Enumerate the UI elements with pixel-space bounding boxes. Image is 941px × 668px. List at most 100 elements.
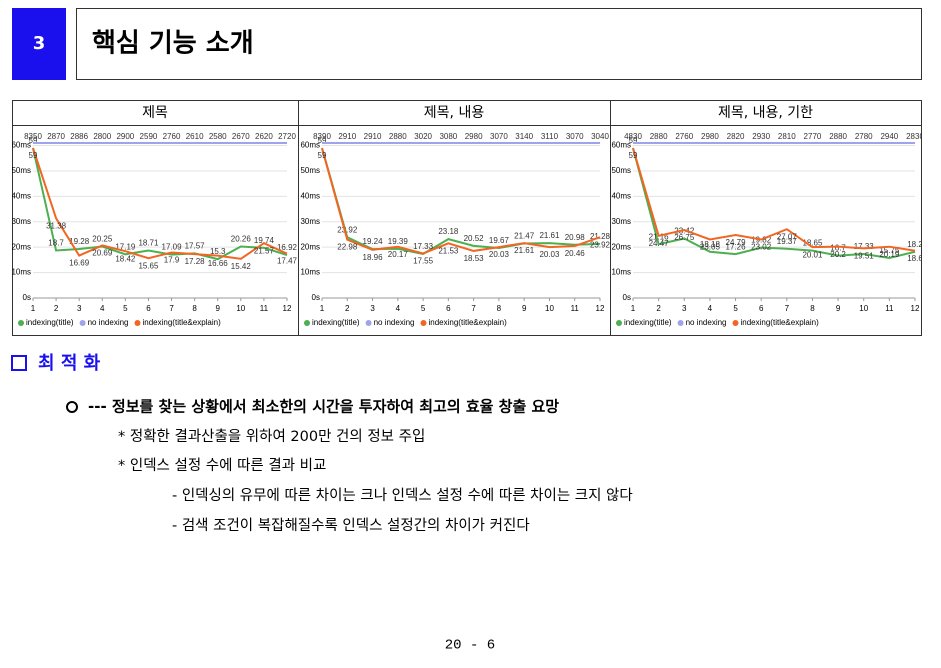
y-tick-label: 30ms: [11, 217, 31, 226]
y-tick-label: 40ms: [300, 191, 320, 200]
data-label: 24.47: [649, 239, 670, 248]
data-label: 20.17: [388, 250, 409, 259]
y-tick-label: 40ms: [11, 191, 31, 200]
data-label: 2760: [675, 132, 693, 141]
data-label: 2820: [727, 132, 745, 141]
x-tick-label: 9: [522, 304, 527, 313]
data-label: 18.7: [48, 239, 64, 248]
data-label: 21.57: [254, 246, 275, 255]
y-tick-label: 20ms: [11, 242, 31, 251]
data-label: 17.9: [164, 256, 180, 265]
data-label: 3110: [541, 132, 559, 141]
data-label: 17.28: [185, 257, 206, 266]
data-label: 18.65: [802, 239, 823, 248]
data-label: 19.37: [777, 237, 798, 246]
x-tick-label: 1: [31, 304, 36, 313]
x-tick-label: 6: [146, 304, 151, 313]
data-label: 17.33: [413, 242, 434, 251]
x-tick-label: 12: [596, 304, 605, 313]
legend-swatch: [18, 320, 24, 326]
legend-swatch: [79, 320, 86, 326]
data-label: 21.53: [438, 246, 459, 255]
data-label: 17.57: [185, 241, 206, 250]
data-label: 20.52: [464, 234, 485, 243]
data-label: 59: [29, 151, 38, 160]
bullet-text: --- 정보를 찾는 상황에서 최소한의 시간을 투자하여 최고의 효율 창출 …: [88, 398, 559, 416]
x-tick-label: 8: [497, 304, 502, 313]
data-label: 20.2: [830, 250, 846, 259]
data-label: 15.75: [879, 246, 900, 255]
data-label: 23.02: [751, 243, 772, 252]
x-tick-label: 4: [708, 304, 713, 313]
legend-swatch: [616, 320, 622, 326]
data-label: 31.38: [46, 221, 67, 230]
x-tick-label: 6: [446, 304, 451, 313]
data-label: 2590: [140, 132, 158, 141]
data-label: 3140: [515, 132, 533, 141]
x-tick-label: 6: [759, 304, 764, 313]
bullet-text: * 인덱스 설정 수에 따른 결과 비교: [118, 457, 326, 474]
chart-title: 제목: [142, 105, 168, 121]
chart-frame: [12, 100, 922, 336]
data-label: 17.55: [413, 257, 434, 266]
legend-swatch: [134, 320, 141, 326]
data-label: 16.66: [208, 259, 229, 268]
data-label: 20.25: [92, 235, 113, 244]
data-label: 15.65: [138, 261, 159, 270]
legend-label: indexing(title): [624, 318, 672, 327]
data-label: 4830: [624, 132, 642, 141]
data-label: 2610: [186, 132, 204, 141]
data-label: 21.47: [514, 232, 535, 241]
data-label: 23.05: [700, 243, 721, 252]
x-tick-label: 2: [345, 304, 350, 313]
y-tick-label: 10ms: [11, 268, 31, 277]
data-label: 26.75: [674, 233, 695, 242]
data-label: 21.61: [514, 246, 535, 255]
x-tick-label: 3: [682, 304, 687, 313]
x-tick-label: 4: [396, 304, 401, 313]
data-label: 22.98: [337, 243, 358, 252]
section-number: 3: [33, 33, 46, 54]
data-label: 17.19: [115, 242, 136, 251]
data-label: 19.67: [489, 236, 510, 245]
data-label: 21.28: [590, 232, 611, 241]
data-label: 2870: [47, 132, 65, 141]
x-tick-label: 10: [859, 304, 868, 313]
y-tick-label: 50ms: [300, 166, 320, 175]
data-label: 2910: [364, 132, 382, 141]
data-label: 2580: [209, 132, 227, 141]
data-label: 18.2: [907, 240, 923, 249]
y-tick-label: 10ms: [300, 268, 320, 277]
data-label: 20.26: [231, 235, 252, 244]
legend-swatch: [732, 320, 739, 326]
data-label: 19.51: [854, 252, 875, 261]
data-label: 59: [318, 136, 327, 145]
data-label: 23.92: [590, 240, 611, 249]
x-tick-label: 5: [421, 304, 426, 313]
data-label: 20.46: [565, 249, 586, 258]
y-tick-label: 60ms: [300, 141, 320, 150]
bullet-text: - 인덱싱의 유무에 따른 차이는 크나 인덱스 설정 수에 따른 차이는 크지…: [172, 487, 633, 504]
legend-swatch: [365, 320, 372, 326]
data-line: [32, 147, 288, 260]
x-tick-label: 9: [216, 304, 221, 313]
data-label: 19.28: [69, 237, 90, 246]
section-icon: [11, 355, 27, 371]
data-label: 17.09: [162, 243, 183, 252]
chart-title: 제목, 내용: [424, 105, 485, 121]
data-label: 59: [318, 151, 327, 160]
data-label: 19.24: [363, 237, 384, 246]
data-label: 23.18: [438, 227, 459, 236]
number-box: [12, 8, 66, 80]
data-label: 2886: [70, 132, 88, 141]
data-line: [321, 147, 601, 255]
data-label: 18.96: [363, 253, 384, 262]
data-label: 2780: [855, 132, 873, 141]
data-label: 2760: [163, 132, 181, 141]
y-tick-label: 10ms: [611, 268, 631, 277]
data-label: 3080: [439, 132, 457, 141]
data-label: 2940: [880, 132, 898, 141]
y-tick-label: 0s: [312, 293, 320, 302]
data-label: 21.16: [649, 232, 670, 241]
